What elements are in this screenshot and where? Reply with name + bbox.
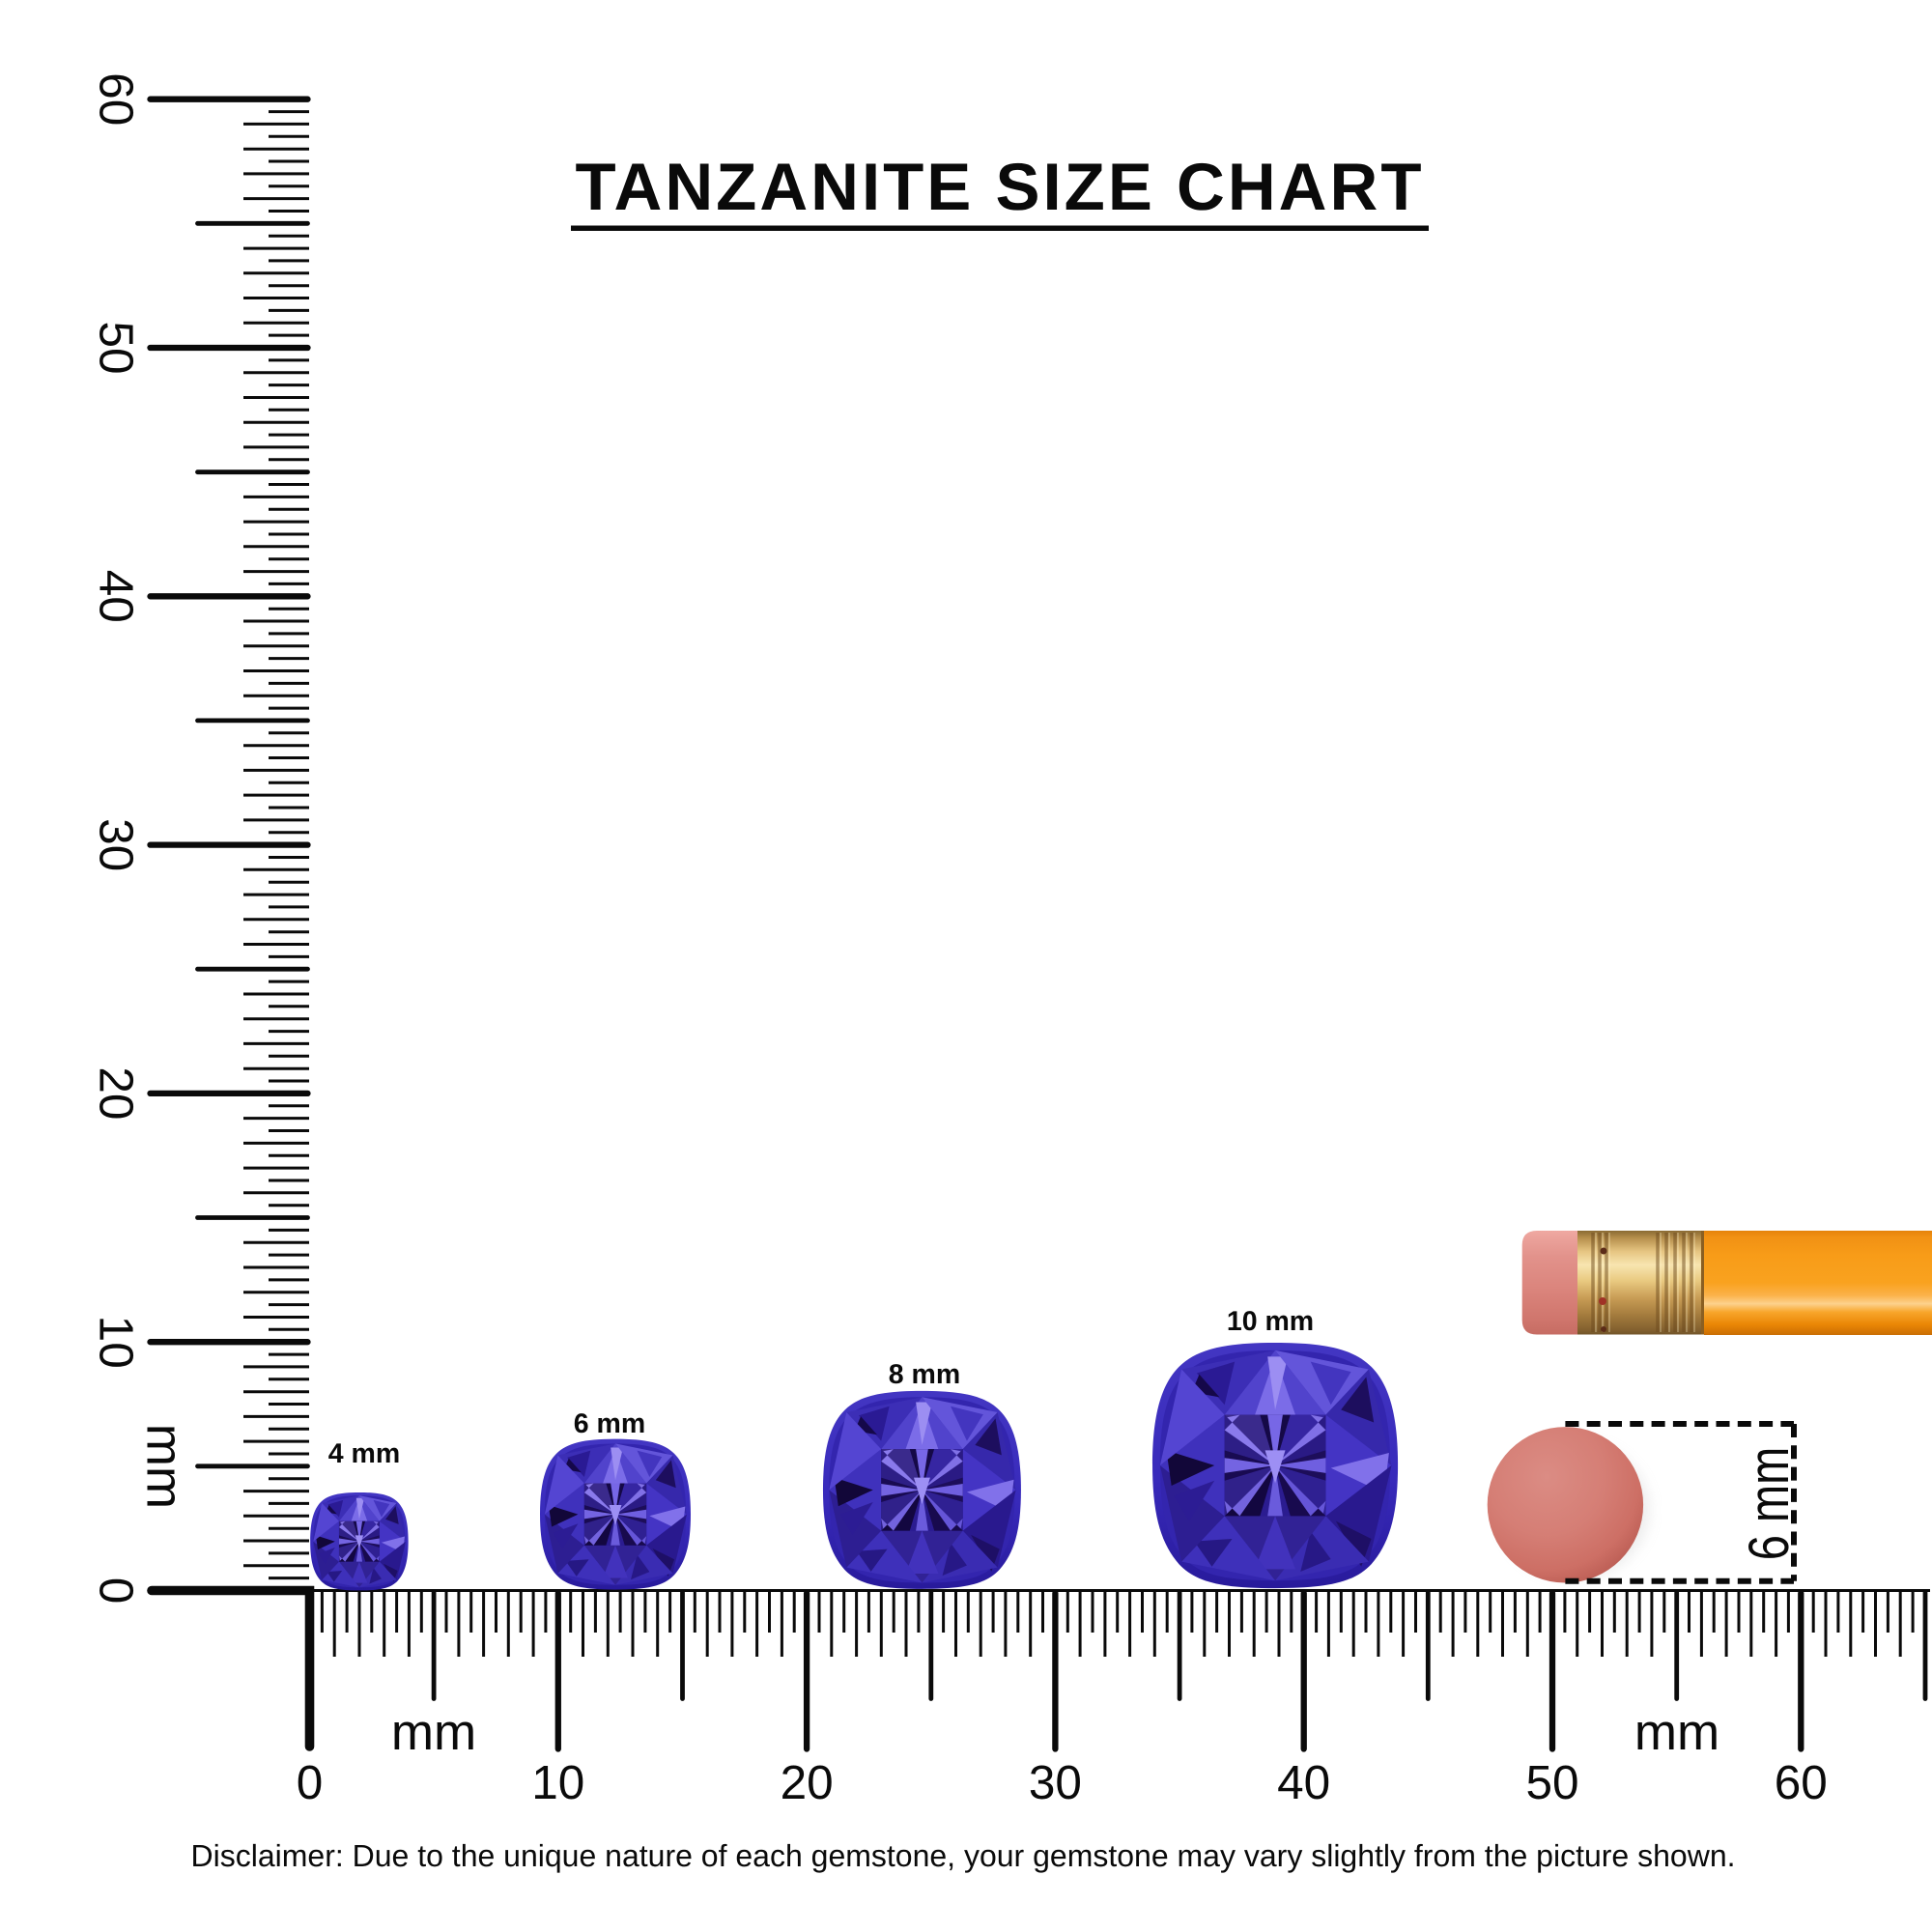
svg-text:4 mm: 4 mm [328, 1438, 400, 1469]
svg-text:50: 50 [1525, 1756, 1578, 1809]
svg-text:40: 40 [90, 570, 143, 623]
svg-text:6 mm: 6 mm [1736, 1447, 1800, 1561]
svg-text:Disclaimer: Due to the unique: Disclaimer: Due to the unique nature of … [191, 1838, 1736, 1873]
svg-text:0: 0 [297, 1756, 324, 1809]
svg-text:mm: mm [136, 1424, 193, 1509]
svg-text:10: 10 [531, 1756, 584, 1809]
svg-text:8 mm: 8 mm [889, 1359, 960, 1390]
svg-text:20: 20 [781, 1756, 834, 1809]
svg-text:mm: mm [1634, 1704, 1719, 1761]
svg-text:20: 20 [90, 1066, 143, 1120]
svg-text:30: 30 [90, 818, 143, 871]
svg-text:60: 60 [90, 72, 143, 126]
svg-text:60: 60 [1775, 1756, 1828, 1809]
svg-text:50: 50 [90, 321, 143, 374]
svg-text:mm: mm [391, 1704, 476, 1761]
svg-text:30: 30 [1029, 1756, 1082, 1809]
svg-text:10: 10 [90, 1316, 143, 1369]
svg-text:TANZANITE SIZE CHART: TANZANITE SIZE CHART [575, 150, 1424, 224]
svg-text:10 mm: 10 mm [1227, 1306, 1314, 1337]
svg-text:0: 0 [90, 1577, 143, 1605]
svg-text:40: 40 [1277, 1756, 1330, 1809]
svg-text:6 mm: 6 mm [574, 1408, 645, 1439]
